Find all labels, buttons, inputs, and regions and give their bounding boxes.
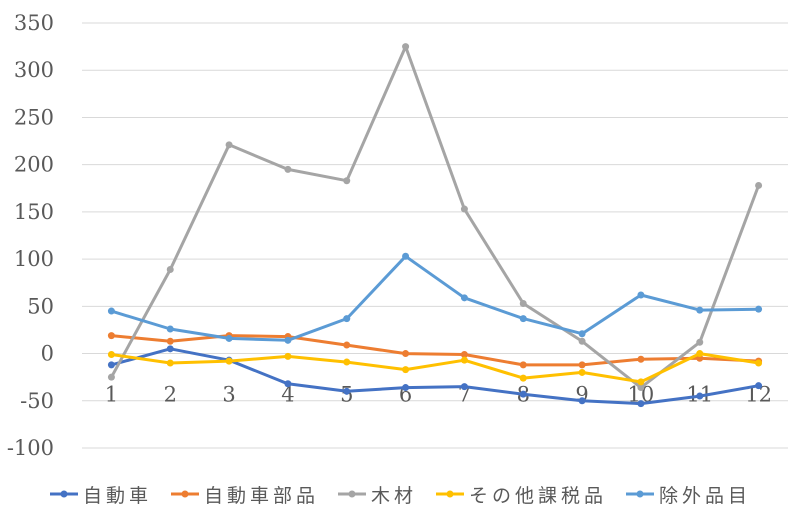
legend-label: 木材: [370, 484, 417, 507]
data-point: [166, 345, 174, 353]
data-point: [578, 361, 586, 369]
legend-label: 除外品目: [659, 484, 752, 507]
data-point: [519, 300, 527, 307]
data-point: [460, 205, 468, 213]
data-point: [166, 266, 174, 273]
data-point: [755, 382, 763, 390]
series-line: [107, 43, 763, 392]
data-point: [402, 350, 410, 358]
legend-label: 自動車部品: [203, 484, 319, 507]
data-point: [578, 397, 586, 405]
data-point: [343, 177, 351, 185]
data-point: [343, 315, 351, 323]
data-point: [284, 352, 292, 360]
legend-line-marker-icon: [170, 490, 199, 498]
data-point: [166, 337, 174, 345]
data-point: [166, 325, 174, 333]
data-point: [755, 181, 763, 189]
data-point: [225, 334, 233, 342]
x-tick-label: 7: [458, 383, 471, 407]
data-point: [755, 359, 763, 367]
data-point: [107, 307, 115, 315]
y-tick-label: 0: [41, 342, 54, 366]
data-point: [519, 315, 527, 323]
y-tick-label: 250: [14, 105, 54, 129]
data-point: [460, 294, 468, 302]
legend-label: 自動車: [82, 484, 152, 507]
y-tick-label: -100: [7, 436, 54, 460]
data-series: [107, 43, 763, 408]
legend-line-marker-icon: [436, 490, 464, 498]
data-point: [755, 305, 763, 313]
data-point: [225, 141, 233, 149]
legend-item-jidosha[interactable]: 自動車: [49, 481, 152, 508]
data-point: [107, 373, 115, 381]
data-point: [284, 165, 292, 173]
data-point: [637, 355, 645, 363]
data-point: [637, 400, 645, 408]
data-point: [460, 383, 468, 391]
data-point: [460, 351, 468, 358]
legend-label: その他課税品: [469, 484, 608, 507]
y-tick-label: 350: [14, 11, 54, 35]
legend-line-marker-icon: [626, 490, 655, 498]
data-point: [107, 332, 115, 340]
series-line: [107, 252, 763, 344]
data-point: [519, 390, 527, 398]
y-tick-label: 100: [14, 247, 54, 271]
data-point: [343, 341, 351, 349]
legend-item-mokuzai[interactable]: 木材: [337, 481, 417, 508]
data-point: [696, 306, 704, 314]
data-point: [284, 380, 292, 388]
data-point: [402, 366, 410, 374]
data-point: [578, 337, 586, 345]
data-point: [519, 361, 527, 369]
legend-line-marker-icon: [337, 490, 366, 498]
data-point: [696, 350, 704, 358]
data-point: [107, 361, 115, 369]
data-point: [166, 359, 174, 367]
x-tick-label: 2: [164, 383, 177, 407]
y-tick-label: -50: [20, 389, 54, 413]
y-tick-label: 300: [14, 58, 54, 82]
y-tick-label: 200: [14, 153, 54, 177]
data-point: [402, 43, 410, 51]
data-point: [578, 368, 586, 376]
data-point: [343, 387, 351, 395]
x-tick-label: 1: [105, 383, 118, 407]
data-point: [402, 384, 410, 392]
x-tick-label: 4: [281, 383, 294, 407]
data-point: [696, 392, 704, 400]
gridlines: [82, 22, 788, 449]
data-point: [460, 356, 468, 364]
legend-item-jogai-hinmoku[interactable]: 除外品目: [625, 481, 751, 508]
legend-line-marker-icon: [49, 490, 78, 498]
y-tick-label: 50: [27, 294, 54, 318]
legend-item-sonota-kazeihin[interactable]: その他課税品: [435, 481, 607, 508]
data-point: [696, 338, 704, 346]
chart-legend: 自動車 自動車部品 木材 その他課税品 除外品目: [0, 476, 800, 512]
data-point: [107, 351, 115, 358]
data-point: [637, 291, 645, 299]
data-point: [343, 358, 351, 366]
y-axis-tick-labels: 350 300 250 200 150 100 50 0 -50 -100: [7, 11, 54, 460]
data-point: [519, 374, 527, 382]
data-point: [225, 357, 233, 365]
series-line: [107, 350, 763, 386]
data-point: [284, 336, 292, 344]
y-tick-label: 150: [14, 200, 54, 224]
data-point: [637, 384, 645, 392]
data-point: [637, 378, 645, 386]
data-point: [578, 330, 586, 338]
data-point: [402, 252, 410, 260]
x-tick-label: 3: [222, 383, 235, 407]
legend-item-jidosha-buhin[interactable]: 自動車部品: [170, 481, 319, 508]
